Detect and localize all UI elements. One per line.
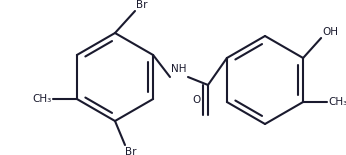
Text: Br: Br [125,147,137,155]
Text: OH: OH [322,27,338,37]
Text: O: O [193,95,201,105]
Text: Br: Br [136,0,147,10]
Text: CH₃: CH₃ [33,94,52,104]
Text: CH₃: CH₃ [328,97,346,107]
Text: NH: NH [171,64,187,74]
